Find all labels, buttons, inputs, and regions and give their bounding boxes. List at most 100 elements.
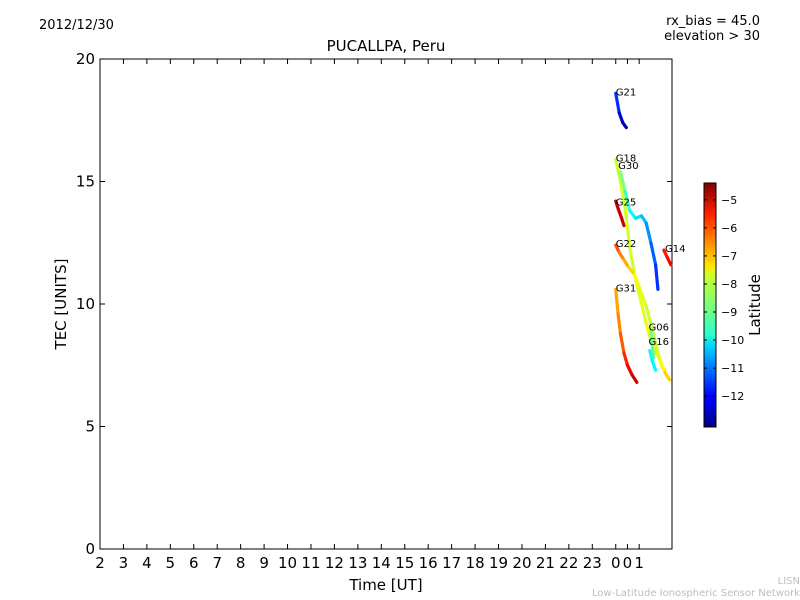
y-tick-label: 0 bbox=[85, 540, 95, 558]
x-tick-label: 19 bbox=[489, 554, 508, 572]
x-tick-label: 1 bbox=[634, 554, 644, 572]
x-tick-label: 12 bbox=[325, 554, 344, 572]
series-segment bbox=[616, 312, 623, 335]
satellite-label: G14 bbox=[665, 244, 685, 255]
colorbar: −5 −6 −7 −8 −9 −10 −11 −12 Latitude bbox=[703, 182, 764, 428]
series-segment bbox=[614, 157, 623, 184]
series-g30 bbox=[618, 170, 660, 291]
series-g25 bbox=[614, 199, 626, 228]
series-segment bbox=[621, 121, 628, 130]
series-segment bbox=[650, 326, 659, 350]
x-tick-label: 4 bbox=[142, 554, 152, 572]
colorbar-tick-label: −11 bbox=[721, 362, 744, 375]
colorbar-tick-label: −8 bbox=[721, 278, 737, 291]
y-tick-label: 5 bbox=[85, 418, 95, 436]
plot-area bbox=[99, 58, 673, 550]
series-g06 bbox=[649, 329, 656, 360]
series-segment bbox=[614, 91, 621, 115]
x-tick-label: 17 bbox=[442, 554, 461, 572]
y-tick-label: 10 bbox=[76, 295, 95, 313]
x-tick-label: 9 bbox=[259, 554, 269, 572]
footer-lisn: LISN bbox=[777, 576, 800, 587]
footer-network: Low-Latitude Ionospheric Sensor Network bbox=[592, 588, 800, 599]
series-segment bbox=[650, 358, 658, 372]
series-segment bbox=[648, 348, 654, 362]
series-segment bbox=[614, 287, 620, 316]
series-segment bbox=[644, 221, 653, 245]
x-tick-label: 21 bbox=[536, 554, 555, 572]
series-segment bbox=[663, 371, 672, 382]
colorbar-tick-label: −12 bbox=[721, 390, 744, 403]
x-tick-label: 5 bbox=[166, 554, 176, 572]
y-tick-label: 20 bbox=[76, 50, 95, 68]
satellite-label: G16 bbox=[649, 337, 669, 348]
x-tick-label: 14 bbox=[372, 554, 391, 572]
colorbar-gradient bbox=[703, 182, 717, 428]
satellite-label: G21 bbox=[616, 87, 636, 98]
series-g21 bbox=[614, 91, 628, 130]
y-axis-label: TEC [UNITS] bbox=[52, 259, 70, 351]
satellite-label: G18 bbox=[616, 153, 636, 164]
chart-title: PUCALLPA, Peru bbox=[326, 37, 446, 55]
x-tick-label: 13 bbox=[348, 554, 367, 572]
elevation-label: elevation > 30 bbox=[664, 29, 760, 44]
x-ticks: 2 3 4 5 6 7 8 9 10 11 12 13 14 15 16 17 18 19 20 21 22 23 0 10 bbox=[95, 59, 644, 572]
rx-bias-label: rx_bias = 45.0 bbox=[666, 14, 760, 29]
x-tick-label: 22 bbox=[559, 554, 578, 572]
series-segment bbox=[653, 263, 660, 291]
x-tick-label: 23 bbox=[583, 554, 602, 572]
x-tick-label: 2 bbox=[95, 554, 105, 572]
series-g14 bbox=[662, 248, 673, 267]
x-tick-label: 6 bbox=[189, 554, 199, 572]
x-tick-label: 20 bbox=[512, 554, 531, 572]
series-segment bbox=[632, 273, 641, 289]
colorbar-tick-label: −7 bbox=[721, 250, 737, 263]
x-tick-label: 11 bbox=[301, 554, 320, 572]
series-g16 bbox=[648, 348, 658, 372]
series-segment bbox=[638, 297, 648, 326]
x-tick-label: 18 bbox=[466, 554, 485, 572]
colorbar-tick-label: −6 bbox=[721, 222, 737, 235]
series-g31 bbox=[614, 287, 639, 384]
series-segment bbox=[617, 111, 625, 125]
series-segment bbox=[655, 346, 662, 362]
x-tick-label: 15 bbox=[395, 554, 414, 572]
series-segment bbox=[665, 255, 673, 267]
x-tick-label: 3 bbox=[119, 554, 129, 572]
colorbar-tick-label: −5 bbox=[721, 194, 737, 207]
series-segment bbox=[619, 216, 626, 228]
series-segment bbox=[625, 363, 634, 377]
data-series bbox=[614, 91, 673, 384]
x-tick-label: 16 bbox=[419, 554, 438, 572]
date-label: 2012/12/30 bbox=[39, 18, 114, 33]
series-segment bbox=[649, 241, 658, 267]
series-g22 bbox=[614, 243, 672, 382]
colorbar-label: Latitude bbox=[746, 274, 764, 336]
colorbar-tick-label: −10 bbox=[721, 334, 744, 347]
series-segment bbox=[644, 304, 654, 331]
series-segment bbox=[637, 285, 648, 309]
series-segment bbox=[618, 331, 626, 355]
x-tick-label: 0 bbox=[611, 554, 621, 572]
colorbar-tick-label: −9 bbox=[721, 306, 737, 319]
colorbar-ticks: −5 −6 −7 −8 −9 −10 −11 −12 bbox=[704, 194, 744, 403]
series-segment bbox=[618, 179, 627, 211]
x-tick-label: 0 bbox=[623, 554, 633, 572]
series-segment bbox=[623, 206, 632, 250]
series-segment bbox=[622, 351, 630, 367]
x-tick-label: 10 bbox=[278, 554, 297, 572]
x-tick-label: 8 bbox=[236, 554, 246, 572]
x-tick-label: 7 bbox=[212, 554, 222, 572]
x-axis-label: Time [UT] bbox=[348, 576, 422, 594]
series-segment bbox=[628, 246, 637, 277]
series-segment bbox=[618, 170, 627, 193]
satellite-label: G22 bbox=[616, 239, 636, 250]
series-segment bbox=[616, 206, 624, 220]
satellite-label: G25 bbox=[616, 198, 636, 209]
y-ticks: 0 5 10 15 20 bbox=[76, 50, 672, 558]
satellite-label: G31 bbox=[616, 283, 636, 294]
series-segment bbox=[650, 341, 656, 360]
satellite-label: G30 bbox=[618, 161, 638, 172]
